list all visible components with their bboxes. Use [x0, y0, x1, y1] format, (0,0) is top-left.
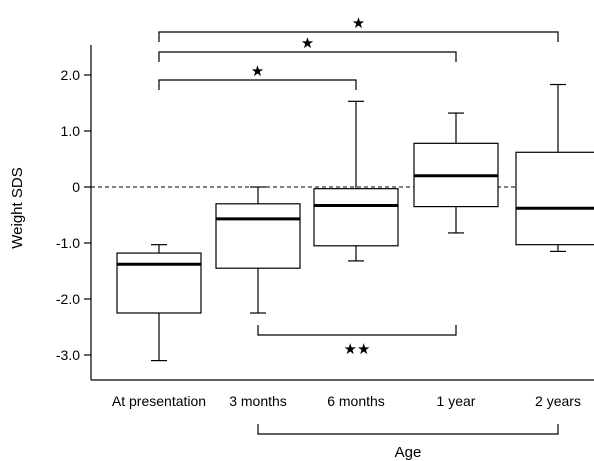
- significance-brackets: ★★★★★: [158, 15, 559, 358]
- y-ticks: 2.0 1.0 0 -1.0 -2.0 -3.0: [56, 67, 91, 363]
- box-iqr: [215, 203, 301, 269]
- axes: [90, 45, 594, 381]
- box-series: [116, 83, 594, 362]
- bracket-line: [158, 79, 357, 90]
- y-tick-label: -3.0: [56, 347, 80, 363]
- y-tick-label: -1.0: [56, 235, 80, 251]
- box-4: [515, 83, 594, 252]
- box-1: [215, 186, 301, 314]
- y-tick-label: 1.0: [61, 123, 81, 139]
- bracket-line: [257, 325, 457, 336]
- y-axis-title: Weight SDS: [9, 167, 26, 248]
- box-0: [116, 244, 202, 362]
- significance-bracket: ★: [158, 15, 559, 42]
- y-tick-label: 0: [72, 179, 80, 195]
- bracket-line: [158, 31, 559, 42]
- box-2: [313, 100, 399, 262]
- box-iqr: [515, 151, 594, 246]
- x-category-label: 2 years: [535, 393, 581, 409]
- box-iqr: [116, 252, 202, 314]
- x-axis-title: Age: [395, 444, 422, 461]
- age-bracket-line: [257, 424, 559, 435]
- significance-marker: ★: [251, 63, 264, 80]
- x-category-labels: At presentation 3 months 6 months 1 year 2 y…: [112, 393, 581, 409]
- x-category-label: 6 months: [327, 393, 385, 409]
- box-iqr: [313, 188, 399, 247]
- significance-bracket: ★★: [257, 325, 457, 358]
- significance-marker: ★: [352, 15, 365, 32]
- bracket-line: [158, 51, 457, 62]
- x-axis-bracket: [257, 424, 559, 435]
- y-tick-label: 2.0: [61, 67, 81, 83]
- box-3: [413, 112, 499, 234]
- x-category-label: 3 months: [229, 393, 287, 409]
- x-category-label: At presentation: [112, 393, 206, 409]
- significance-marker: ★★: [344, 341, 371, 358]
- x-category-label: 1 year: [437, 393, 476, 409]
- significance-bracket: ★: [158, 35, 457, 62]
- significance-marker: ★: [301, 35, 314, 52]
- y-tick-label: -2.0: [56, 291, 80, 307]
- significance-bracket: ★: [158, 63, 357, 90]
